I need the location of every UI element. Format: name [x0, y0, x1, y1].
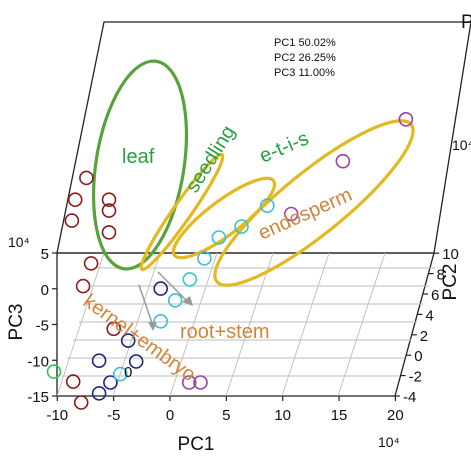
arrow-kernel [138, 284, 153, 324]
point-leaf [73, 395, 89, 410]
point-leaf [101, 192, 117, 207]
x-tick-label: 10 [274, 407, 291, 424]
label-leaf: leaf [122, 146, 155, 168]
variance-pc3: PC3 11.00% [274, 67, 335, 79]
y-tick-label: 6 [431, 287, 439, 304]
point-e-t-i-s [153, 313, 168, 329]
z-tick-label: 5 [41, 246, 49, 263]
y-tick-label: -4 [403, 389, 416, 406]
point-seedling [120, 333, 136, 348]
right-bottom-edge [394, 252, 435, 397]
point-endosperm [398, 112, 414, 127]
point-seedling [153, 281, 168, 296]
point-leaf [64, 213, 80, 228]
point-endosperm [283, 206, 299, 222]
point-kernel-embryo [46, 364, 62, 379]
data-points [46, 112, 414, 410]
point-e-t-i-s [259, 198, 275, 213]
point-e-t-i-s [234, 219, 249, 234]
point-root-stem [91, 353, 107, 369]
cropped-axis-letter: P [461, 12, 471, 33]
z-axis-exponent: 10⁴ [8, 234, 30, 250]
y-tick-label: 4 [425, 307, 433, 324]
floor-grid [56, 252, 435, 397]
point-endosperm [181, 375, 197, 390]
y-tick-label: 0 [414, 348, 422, 365]
ellipse-e-t-i-s [171, 176, 277, 260]
ellipse-seedling [139, 152, 225, 272]
arrow-root [157, 271, 187, 301]
z-tick-label: -10 [27, 353, 49, 370]
point-e-t-i-s [197, 251, 212, 266]
x-tick-label: 15 [331, 407, 348, 424]
variance-pc1: PC1 50.02% [274, 37, 336, 49]
y-tick-label: 10 [442, 246, 459, 263]
x-tick-label: -5 [107, 407, 120, 424]
y-tick-label: 2 [420, 328, 428, 345]
arrowhead-root [182, 296, 193, 306]
x-tick-label: 20 [387, 407, 404, 424]
arrowhead-kernel [148, 322, 157, 331]
z-tick-label: 0 [41, 282, 49, 299]
y-axis-title: PC2 [440, 264, 461, 301]
variance-pc2: PC2 26.25% [274, 52, 336, 64]
point-leaf [101, 225, 117, 240]
label-etis: e-t-i-s [256, 127, 312, 167]
back-wall [56, 21, 471, 254]
point-leaf [65, 374, 81, 389]
label-root-stem: root+stem [180, 321, 269, 343]
x-tick-label: 0 [166, 407, 174, 424]
point-e-t-i-s [113, 366, 128, 382]
x-tick-label: -10 [46, 407, 68, 424]
point-seedling [91, 386, 107, 401]
x-tick-label: 5 [222, 407, 230, 424]
point-e-t-i-s [182, 272, 198, 287]
z-axis-title: PC3 [6, 304, 27, 341]
x-axis-title: PC1 [178, 434, 215, 455]
point-endosperm [193, 375, 208, 390]
point-seedling [128, 354, 144, 369]
z-tick-label: -5 [36, 318, 49, 335]
y-tick-label: -2 [409, 369, 422, 386]
point-leaf [67, 192, 83, 207]
point-e-t-i-s [167, 293, 183, 308]
annotation-arrows [138, 271, 193, 331]
point-e-t-i-s [211, 230, 227, 245]
point-leaf [83, 256, 99, 271]
y-axis-exponent: 10⁴ [452, 137, 471, 153]
x-axis-exponent: 10⁴ [378, 434, 400, 450]
point-leaf [79, 170, 94, 186]
point-leaf [101, 203, 117, 218]
ellipse-leaf [91, 59, 189, 271]
stray-label: 0 [124, 364, 132, 381]
z-tick-label: -15 [27, 389, 49, 406]
point-leaf [106, 321, 121, 337]
point-leaf [75, 278, 91, 294]
point-seedling [103, 375, 118, 390]
y-tick-label: 8 [437, 267, 445, 284]
point-endosperm [335, 153, 351, 169]
